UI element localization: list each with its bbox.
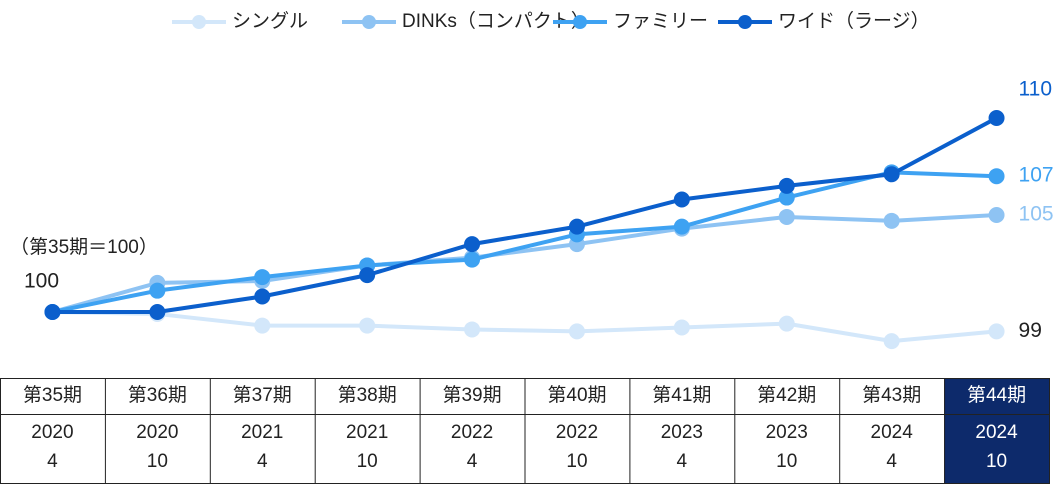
point	[254, 269, 271, 286]
legend-label: シングル	[232, 10, 308, 32]
table-cell: 2021	[241, 422, 283, 443]
table-cell: 第37期	[233, 384, 292, 406]
point	[778, 177, 795, 194]
point	[568, 218, 585, 235]
point	[464, 251, 481, 268]
legend-label: ファミリー	[613, 11, 708, 32]
table-cell: 第40期	[547, 384, 606, 406]
table-cell: 第38期	[338, 384, 397, 406]
legend-label: ワイド（ラージ）	[778, 10, 930, 32]
legend-dot	[738, 15, 752, 29]
point	[44, 304, 61, 320]
point	[673, 319, 690, 336]
point	[988, 168, 1005, 185]
table-cell: 第35期	[23, 384, 82, 406]
table-cell: 4	[47, 451, 58, 472]
end-label: 107	[1019, 164, 1054, 187]
table-cell: 2020	[31, 422, 73, 443]
table-cell: 4	[886, 451, 897, 472]
table-cell: 2020	[136, 422, 178, 443]
end-label: 110	[1019, 78, 1052, 101]
table-cell: 10	[147, 451, 168, 472]
point	[673, 191, 690, 208]
table-cell: 10	[357, 451, 378, 472]
series-line	[52, 116, 998, 314]
point	[778, 189, 795, 206]
table-cell: 10	[566, 451, 587, 472]
table-cell: 4	[677, 451, 688, 472]
table-cell: 2021	[346, 422, 388, 443]
table-cell: 第41期	[652, 384, 711, 406]
table-cell: 第43期	[862, 384, 921, 406]
point	[883, 212, 900, 229]
table-cell: 2024	[975, 422, 1018, 443]
point	[464, 236, 481, 253]
end-label: 99	[1019, 319, 1042, 342]
table-cell: 第42期	[757, 384, 816, 406]
end-label: 105	[1019, 203, 1054, 226]
point	[464, 321, 481, 338]
table-cell: 第39期	[442, 384, 501, 406]
table-cell: 10	[776, 451, 797, 472]
point	[988, 110, 1005, 126]
point	[778, 315, 795, 332]
highlight-cell	[944, 378, 1049, 484]
point	[359, 267, 376, 284]
point	[359, 317, 376, 334]
point	[254, 288, 271, 305]
table-cell: 4	[257, 451, 268, 472]
point	[568, 323, 585, 340]
legend-dot	[192, 15, 206, 29]
legend-dot	[573, 15, 587, 29]
table-cell: 第36期	[128, 384, 187, 406]
point	[149, 282, 166, 299]
table-cell: 4	[467, 451, 478, 472]
table-cell: 2024	[871, 422, 914, 443]
point	[254, 317, 271, 334]
series-line	[51, 213, 997, 314]
table-cell: 2022	[451, 422, 493, 443]
legend-label: DINKs（コンパクト）	[402, 10, 590, 32]
table-cell: 第44期	[967, 384, 1026, 406]
table-cell: 2023	[766, 422, 808, 443]
point	[778, 208, 795, 225]
point	[883, 166, 900, 183]
table-cell: 2022	[556, 422, 598, 443]
legend-dot	[362, 15, 376, 29]
point	[673, 218, 690, 235]
annotation: （第35期＝100）	[10, 236, 158, 258]
series-line	[52, 170, 997, 314]
point	[988, 207, 1005, 223]
table-cell: 2023	[661, 422, 703, 443]
point	[988, 323, 1005, 340]
point	[883, 333, 900, 350]
start-label: 100	[24, 270, 59, 293]
point	[149, 304, 166, 320]
table-cell: 10	[986, 451, 1007, 472]
series-line	[52, 310, 997, 344]
